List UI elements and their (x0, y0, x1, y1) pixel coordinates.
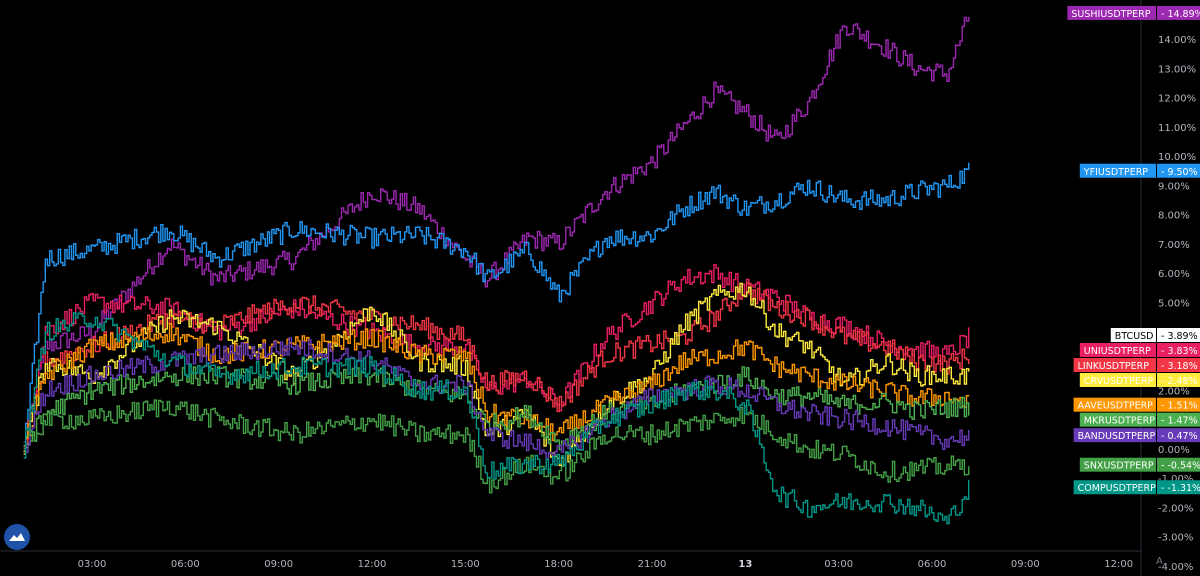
series-name-label: LINKUSDTPERP (1078, 361, 1150, 372)
series-line-yfiusdtperp[interactable] (23, 162, 970, 451)
x-tick-label: 03:00 (824, 559, 853, 570)
series-name-label: COMPUSDTPERP (1078, 483, 1156, 494)
price-label-btcusd[interactable]: BTCUSD - 3.89% (1110, 327, 1200, 342)
x-tick-label: 06:00 (918, 559, 947, 570)
series-name-label: SNXUSDTPERP (1084, 461, 1154, 472)
series-line-aaveusdtperp[interactable] (23, 323, 970, 453)
series-name-label: CRVUSDTPERP (1084, 376, 1154, 387)
series-value-label: - -0.54% (1161, 461, 1200, 472)
price-label-snxusdtperp[interactable]: SNXUSDTPERP - -0.54% (1079, 457, 1200, 472)
series-name-label: UNIUSDTPERP (1084, 346, 1151, 357)
series-value-label: - 3.18% (1161, 361, 1198, 372)
series-value-label: - 9.50% (1161, 167, 1198, 178)
series-line-mkrusdtperp[interactable] (23, 365, 970, 451)
y-tick-label: -3.00% (1158, 533, 1193, 544)
x-tick-label: 09:00 (264, 559, 293, 570)
series-line-sushiusdtperp[interactable] (23, 16, 970, 447)
series-name-label: YFIUSDTPERP (1083, 167, 1149, 178)
x-tick-label: 21:00 (638, 559, 667, 570)
y-tick-label: 10.00% (1158, 152, 1196, 163)
tradingview-logo-icon[interactable] (4, 524, 30, 550)
series-line-compusdtperp[interactable] (23, 312, 970, 525)
y-tick-label: -1.00% (1158, 474, 1193, 485)
price-label-uniusdtperp[interactable]: UNIUSDTPERP - 3.83% (1079, 342, 1200, 357)
auto-scale-button[interactable]: A (1156, 556, 1163, 567)
series-line-snxusdtperp[interactable] (23, 399, 970, 494)
price-label-linkusdtperp[interactable]: LINKUSDTPERP - 3.18% (1073, 357, 1200, 372)
price-label-bandusdtperp[interactable]: BANDUSDTPERP - 0.47% (1073, 428, 1200, 443)
series-name-label: AAVEUSDTPERP (1078, 401, 1154, 412)
series-value-label: - 3.83% (1161, 346, 1198, 357)
x-tick-label: 18:00 (544, 559, 573, 570)
price-label-crvusdtperp[interactable]: CRVUSDTPERP - 2.48% (1079, 372, 1200, 387)
y-tick-label: 12.00% (1158, 94, 1196, 105)
x-tick-label: 13 (738, 559, 752, 570)
series-name-label: BTCUSD (1115, 331, 1154, 342)
x-tick-label: 09:00 (1011, 559, 1040, 570)
y-tick-label: 2.00% (1158, 386, 1190, 397)
x-tick-label: 03:00 (78, 559, 107, 570)
price-label-sushiusdtperp[interactable]: SUSHIUSDTPERP - 14.89% (1067, 5, 1200, 20)
y-tick-label: 5.00% (1158, 299, 1190, 310)
series-name-label: SUSHIUSDTPERP (1071, 9, 1150, 20)
y-tick-label: 8.00% (1158, 211, 1190, 222)
series-value-label: - -1.31% (1161, 483, 1200, 494)
y-tick-label: 7.00% (1158, 240, 1190, 251)
x-tick-label: 06:00 (171, 559, 200, 570)
series-lines (23, 16, 970, 525)
y-tick-label: 11.00% (1158, 123, 1196, 134)
price-label-aaveusdtperp[interactable]: AAVEUSDTPERP - 1.51% (1073, 397, 1200, 412)
x-tick-label: 12:00 (358, 559, 387, 570)
y-tick-label: 0.00% (1158, 445, 1190, 456)
y-tick-label: 13.00% (1158, 64, 1196, 75)
series-value-label: - 1.47% (1161, 416, 1198, 427)
series-value-label: - 3.89% (1161, 331, 1198, 342)
series-line-linkusdtperp[interactable] (23, 282, 970, 453)
price-label-compusdtperp[interactable]: COMPUSDTPERP - -1.31% (1073, 480, 1200, 495)
price-label-yfiusdtperp[interactable]: YFIUSDTPERP - 9.50% (1079, 163, 1200, 178)
x-tick-label: 12:00 (1104, 559, 1133, 570)
y-tick-label: 14.00% (1158, 35, 1196, 46)
series-name-label: BANDUSDTPERP (1078, 431, 1156, 442)
series-value-label: - 2.48% (1161, 376, 1198, 387)
y-tick-label: -4.00% (1158, 562, 1193, 573)
series-name-label: MKRUSDTPERP (1084, 416, 1155, 427)
series-value-label: - 0.47% (1161, 431, 1198, 442)
price-scale[interactable] (1142, 0, 1200, 576)
price-label-mkrusdtperp[interactable]: MKRUSDTPERP - 1.47% (1079, 412, 1200, 427)
y-tick-label: -2.00% (1158, 503, 1193, 514)
y-tick-label: 9.00% (1158, 181, 1190, 192)
x-tick-label: 15:00 (451, 559, 480, 570)
y-tick-label: 6.00% (1158, 269, 1190, 280)
series-value-label: - 1.51% (1161, 401, 1198, 412)
series-value-label: - 14.89% (1161, 9, 1200, 20)
